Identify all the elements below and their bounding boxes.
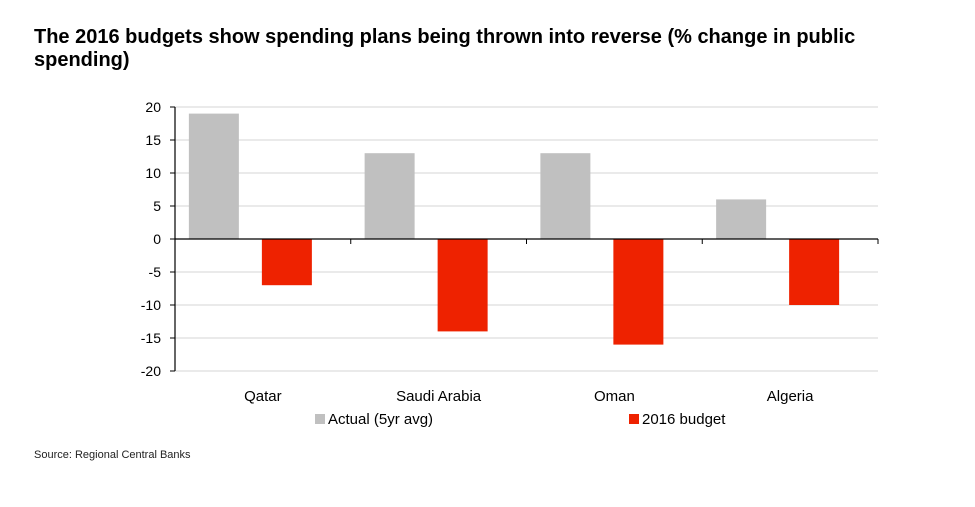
bars bbox=[188, 113, 840, 345]
legend: Actual (5yr avg) 2016 budget bbox=[315, 411, 726, 428]
x-tick-label: Saudi Arabia bbox=[396, 388, 482, 405]
bar-budget-2016-qatar bbox=[261, 239, 312, 286]
y-tick-label: 15 bbox=[145, 132, 161, 148]
y-tick-label: -15 bbox=[141, 330, 161, 346]
y-tick-label: -5 bbox=[149, 264, 162, 280]
legend-label-budget-2016: 2016 budget bbox=[642, 411, 726, 428]
chart-title: The 2016 budgets show spending plans bei… bbox=[34, 26, 856, 71]
x-tick-label: Qatar bbox=[244, 388, 282, 405]
y-tick-label: 20 bbox=[145, 99, 161, 115]
source-note: Source: Regional Central Banks bbox=[34, 449, 191, 461]
bar-actual-saudi-arabia bbox=[364, 153, 415, 239]
bar-budget-2016-saudi-arabia bbox=[437, 239, 488, 332]
bar-budget-2016-oman bbox=[613, 239, 664, 345]
legend-swatch-actual bbox=[315, 414, 325, 424]
bar-actual-qatar bbox=[188, 113, 239, 239]
y-tick-label: -20 bbox=[141, 363, 161, 379]
y-tick-label: 5 bbox=[153, 198, 161, 214]
y-tick-label: 10 bbox=[145, 165, 161, 181]
bar-actual-algeria bbox=[716, 199, 767, 239]
legend-swatch-budget-2016 bbox=[629, 414, 639, 424]
bar-actual-oman bbox=[540, 153, 591, 239]
y-tick-labels: 20 15 10 5 0 -5 -10 -15 -20 bbox=[141, 99, 161, 379]
y-tick-label: -10 bbox=[141, 297, 161, 313]
bar-budget-2016-algeria bbox=[789, 239, 840, 305]
x-tick-label: Algeria bbox=[767, 388, 814, 405]
x-tick-labels: Qatar Saudi Arabia Oman Algeria bbox=[244, 239, 879, 405]
legend-label-actual: Actual (5yr avg) bbox=[328, 411, 433, 428]
y-tick-label: 0 bbox=[153, 231, 161, 247]
x-tick-label: Oman bbox=[594, 388, 635, 405]
